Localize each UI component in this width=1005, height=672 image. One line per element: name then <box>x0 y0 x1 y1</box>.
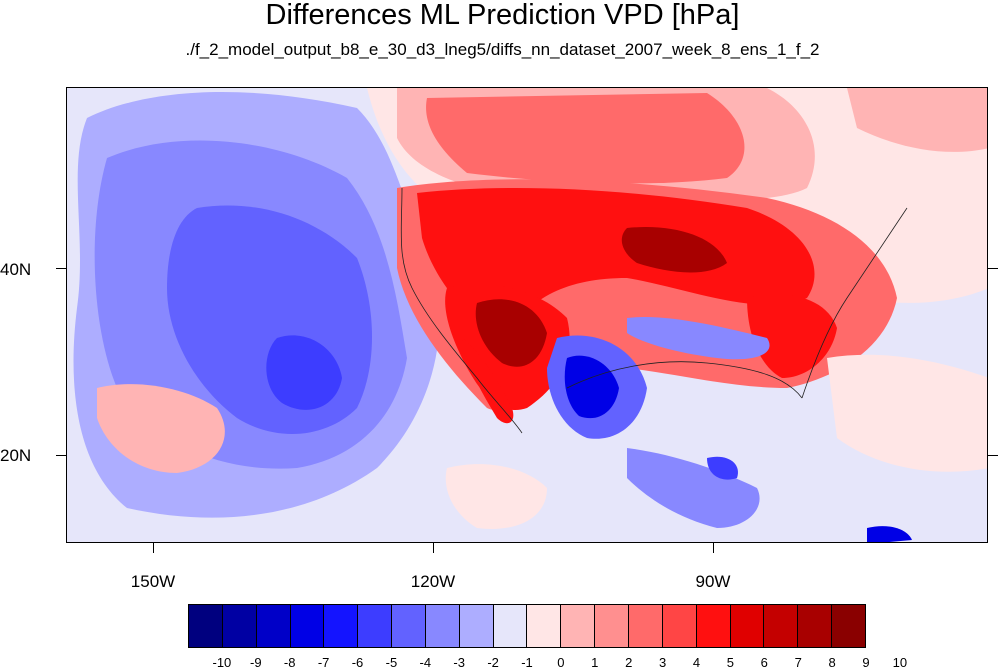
colorbar-cell <box>527 605 562 647</box>
colorbar-tick-label: 8 <box>828 655 836 670</box>
colorbar-tick-label: 4 <box>692 655 701 670</box>
caribbean-blue-spot <box>707 456 738 480</box>
colorbar-cell <box>222 605 257 647</box>
lon-tick-90w <box>713 543 714 553</box>
colorbar-tick-label: 5 <box>726 655 734 670</box>
colorbar-tick-label: -9 <box>250 655 262 670</box>
colorbar-cell <box>459 605 494 647</box>
lat-tick-20n-left <box>56 455 66 456</box>
colorbar-cell <box>324 605 359 647</box>
coastline-west <box>400 187 523 434</box>
plains-dark-red <box>621 227 727 273</box>
lon-label-120w: 120W <box>410 572 456 591</box>
colorbar-tick-label: 0 <box>557 655 565 670</box>
coastline-east <box>801 207 908 399</box>
colorbar-tick-label: -4 <box>419 655 432 670</box>
colorbar-tick-label: 2 <box>625 655 633 670</box>
colorbar-cell <box>696 605 731 647</box>
colorbar-tick-label: 7 <box>794 655 802 670</box>
southwest-dark-red <box>475 299 547 367</box>
southeast-pacific-pink <box>445 464 547 529</box>
colorbar-cell <box>628 605 663 647</box>
colorbar-cell <box>290 605 325 647</box>
colorbar-cell <box>561 605 596 647</box>
lat-tick-20n-right <box>988 455 998 456</box>
northeast-pink <box>847 88 987 152</box>
central-america-blue <box>627 448 760 528</box>
colorbar-cell <box>425 605 460 647</box>
chart-title: Differences ML Prediction VPD [hPa] <box>265 0 740 31</box>
south-east-deep-blue <box>867 526 912 542</box>
lon-label-90w: 90W <box>695 572 731 591</box>
colorbar-tick-label: 10 <box>892 655 908 670</box>
coastline-gulf <box>566 361 803 399</box>
colorbar-cell <box>189 605 223 647</box>
lon-tick-150w <box>153 543 154 553</box>
colorbar-tick-label: -2 <box>487 655 499 670</box>
lat-label-40n: 40N <box>0 260 32 279</box>
texas-mexico-deep-blue <box>564 355 619 419</box>
southeast-red <box>747 294 837 378</box>
colorbar-tick-label: -3 <box>453 655 465 670</box>
colorbar-tick-label: -10 <box>212 655 232 670</box>
gulf-coast-blue <box>627 317 770 360</box>
colorbar-cell <box>798 605 833 647</box>
lon-tick-120w <box>433 543 434 553</box>
colorbar-cell <box>358 605 393 647</box>
colorbar-tick-label: -6 <box>351 655 364 670</box>
canada-red <box>426 93 745 184</box>
colorbar <box>188 604 866 648</box>
lat-tick-40n-right <box>988 268 998 269</box>
chart-subtitle: ./f_2_model_output_b8_e_30_d3_lneg5/diff… <box>185 40 820 59</box>
colorbar-cell <box>392 605 426 647</box>
colorbar-cell <box>832 605 865 647</box>
lon-label-150w: 150W <box>130 572 176 591</box>
colorbar-tick-label: 1 <box>591 655 599 670</box>
colorbar-cell <box>595 605 629 647</box>
baja-red <box>462 338 514 424</box>
lat-tick-40n-left <box>56 268 66 269</box>
colorbar-cell <box>256 605 291 647</box>
map-panel <box>66 87 988 543</box>
colorbar-tick-label: 9 <box>862 655 870 670</box>
colorbar-tick-label: -5 <box>385 655 398 670</box>
colorbar-cell <box>493 605 528 647</box>
lat-label-20n: 20N <box>0 446 32 465</box>
colorbar-tick-label: -1 <box>521 655 533 670</box>
vpd-difference-field <box>67 88 987 542</box>
atlantic-pink <box>827 354 987 472</box>
colorbar-cell <box>730 605 765 647</box>
west-pink-patch <box>97 384 225 473</box>
colorbar-tick-label: 6 <box>760 655 768 670</box>
colorbar-tick-label: -7 <box>317 655 330 670</box>
colorbar-cell <box>662 605 697 647</box>
colorbar-cell <box>764 605 799 647</box>
pacific-deep-blue-core <box>266 335 342 410</box>
colorbar-tick-label: -8 <box>283 655 296 670</box>
colorbar-tick-label: 3 <box>658 655 667 670</box>
